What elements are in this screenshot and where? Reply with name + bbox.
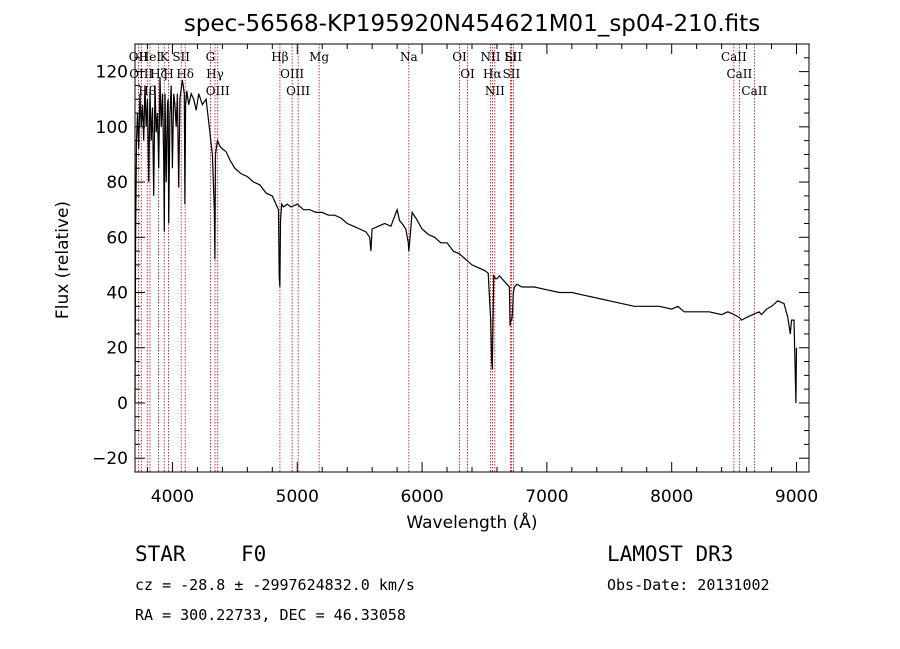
line-marker-label: OIII <box>280 67 304 81</box>
y-tick-label: 80 <box>106 173 128 193</box>
plot-frame <box>134 43 810 473</box>
line-marker-label: HeI <box>139 50 162 64</box>
y-axis-ticks: −20 0 20 40 60 80 100 120 <box>92 43 809 473</box>
star-class: STAR <box>135 542 186 566</box>
spectrum-line <box>134 77 798 404</box>
line-marker-label: OI <box>460 67 475 81</box>
ra-dec: RA = 300.22733, DEC = 46.33058 <box>135 606 406 624</box>
line-marker-label: CaII <box>741 84 767 98</box>
line-marker-label: Hγ <box>206 67 224 81</box>
y-tick-label: 0 <box>117 394 128 414</box>
x-tick-label: 7000 <box>525 487 568 507</box>
x-axis-label: Wavelength (Å) <box>406 511 537 533</box>
line-marker-label: SII <box>504 50 522 64</box>
line-marker-label: G <box>206 50 216 64</box>
x-tick-label: 5000 <box>276 487 319 507</box>
y-tick-label: 20 <box>106 339 128 359</box>
chart-title: spec-56568-KP195920N454621M01_sp04-210.f… <box>184 11 760 37</box>
line-marker-label: OI <box>452 50 467 64</box>
line-marker-label: OII <box>129 50 149 64</box>
y-tick-label: 60 <box>106 228 128 248</box>
line-marker-label: Mg <box>309 50 329 64</box>
line-marker-label: NII <box>485 84 505 98</box>
redshift-cz: cz = -28.8 ± -2997624832.0 km/s <box>135 576 415 594</box>
line-marker-label: Hβ <box>271 50 288 64</box>
line-marker-label: OIII <box>286 84 310 98</box>
star-subclass: F0 <box>241 542 266 566</box>
line-marker-label: Hζ <box>150 67 167 81</box>
line-marker-label: SII <box>503 67 521 81</box>
y-axis-label: Flux (relative) <box>53 201 73 319</box>
x-tick-label: 9000 <box>775 487 818 507</box>
line-marker-label: Hθ <box>138 84 156 98</box>
y-tick-label: 100 <box>96 118 128 138</box>
line-marker-label: SII <box>172 50 190 64</box>
y-tick-label: −20 <box>92 449 128 469</box>
line-marker-label: H <box>163 67 173 81</box>
line-marker-label: NII <box>480 50 500 64</box>
line-marker-label: CaII <box>721 50 747 64</box>
line-markers <box>137 44 755 472</box>
line-marker-label: Hδ <box>176 67 194 81</box>
line-marker-label: OIII <box>206 84 230 98</box>
line-marker-label: Li <box>505 50 517 64</box>
line-marker-label: Hα <box>483 67 502 81</box>
x-axis-ticks: 4000 5000 6000 7000 8000 9000 <box>146 44 818 507</box>
line-marker-labels: OIIOIIIHθHeIHζKHSIIHδGHγOIIIHβOIIIOIIIMg… <box>129 50 768 98</box>
x-tick-label: 4000 <box>151 487 194 507</box>
line-marker-label: CaII <box>726 67 752 81</box>
obs-date: Obs-Date: 20131002 <box>607 576 770 594</box>
line-marker-label: Na <box>400 50 418 64</box>
x-tick-label: 8000 <box>650 487 693 507</box>
y-tick-label: 40 <box>106 284 128 304</box>
survey-name: LAMOST DR3 <box>607 542 733 566</box>
line-marker-label: K <box>160 50 170 64</box>
y-tick-label: 120 <box>96 63 128 83</box>
x-tick-label: 6000 <box>400 487 443 507</box>
